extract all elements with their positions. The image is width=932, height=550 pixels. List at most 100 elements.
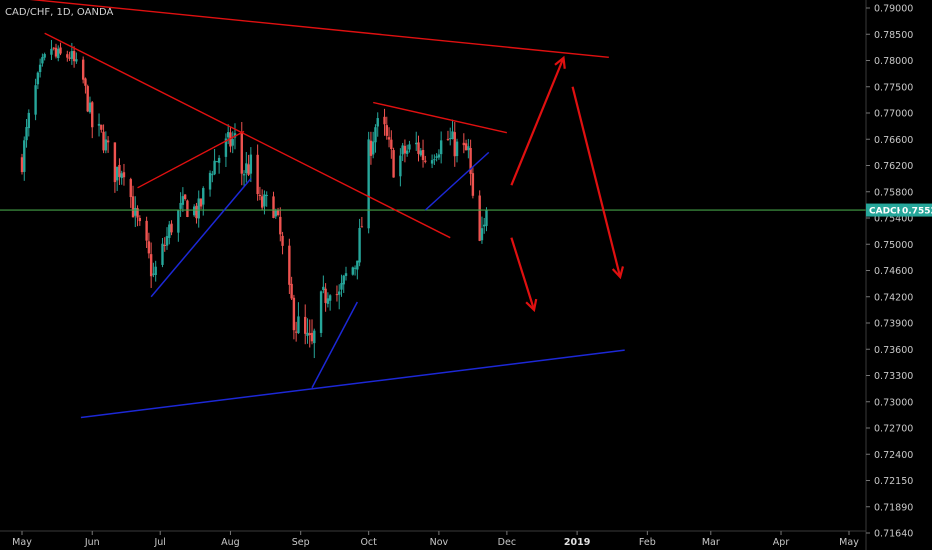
candle-body xyxy=(224,138,228,157)
candle-body xyxy=(104,139,108,151)
candle-body xyxy=(43,54,46,58)
price-tick-label: 0.73300 xyxy=(874,371,913,382)
time-tick-label: 2019 xyxy=(564,537,590,548)
candle-body xyxy=(464,143,468,151)
time-tick-label: Apr xyxy=(773,537,790,548)
candle-body xyxy=(54,47,58,57)
candle-body xyxy=(356,260,359,270)
price-tick-label: 0.72150 xyxy=(874,476,913,487)
candle-body xyxy=(256,154,259,195)
forecast-arrow[interactable] xyxy=(510,57,565,186)
candle-body xyxy=(165,236,169,246)
blue-trendline[interactable] xyxy=(424,151,490,211)
candle-body xyxy=(118,164,121,177)
candle-body xyxy=(265,194,268,196)
candle-body xyxy=(435,156,438,158)
forecast-arrowhead xyxy=(554,55,566,69)
candle-body xyxy=(324,288,327,303)
candle-body xyxy=(403,145,407,154)
candle-body xyxy=(106,140,110,143)
candle-body xyxy=(353,267,357,269)
candle-body xyxy=(322,286,325,290)
candle-body xyxy=(439,140,443,155)
blue-trendline[interactable] xyxy=(311,301,358,389)
candle-body xyxy=(231,139,234,146)
candle-body xyxy=(41,57,44,64)
candle-body xyxy=(449,138,452,140)
time-tick-label: Dec xyxy=(498,537,516,548)
candle-body xyxy=(181,196,185,205)
price-axis[interactable]: 0.79000 0.78500 0.78000 0.77500 0.77000 0.766… xyxy=(866,4,913,540)
candle-body xyxy=(469,148,472,174)
candle-body xyxy=(292,297,296,331)
candle-body xyxy=(319,291,323,333)
time-tick-label: Mar xyxy=(702,537,720,548)
candle-body xyxy=(199,198,203,207)
candle-body xyxy=(483,224,486,227)
price-tick-label: 0.78000 xyxy=(874,56,913,67)
candle-body xyxy=(197,198,200,219)
candles-layer xyxy=(20,40,488,359)
candle-body xyxy=(134,207,137,216)
candle-body xyxy=(229,132,232,147)
candle-body xyxy=(390,139,393,150)
candle-body xyxy=(202,188,205,205)
candle-body xyxy=(297,316,300,334)
candle-body xyxy=(179,202,182,209)
red-trendline[interactable] xyxy=(44,32,451,239)
candle-body xyxy=(217,157,221,163)
candle-body xyxy=(385,125,388,136)
forecast-arrow[interactable] xyxy=(510,237,536,311)
candle-body xyxy=(38,64,42,73)
red-trendline[interactable] xyxy=(373,101,508,134)
candle-body xyxy=(419,150,422,156)
candle-body xyxy=(433,159,436,161)
forecast-arrow[interactable] xyxy=(571,86,622,278)
candle-body xyxy=(263,194,266,207)
blue-trendline[interactable] xyxy=(80,349,625,419)
candle-body xyxy=(75,59,78,62)
price-tick-label: 0.73000 xyxy=(874,397,913,408)
candle-body xyxy=(34,85,37,115)
candle-body xyxy=(430,160,434,164)
candle-body xyxy=(70,51,74,59)
candle-body xyxy=(376,118,379,127)
red-trendline[interactable] xyxy=(137,130,245,189)
price-tag-symbol-bg xyxy=(866,203,904,217)
candle-body xyxy=(154,266,157,276)
candle-body xyxy=(247,164,250,175)
price-tick-label: 0.79000 xyxy=(874,4,913,15)
candle-body xyxy=(392,150,395,178)
candle-body xyxy=(310,332,314,342)
blue-trendline[interactable] xyxy=(150,178,252,298)
forecast-arrowhead xyxy=(525,298,538,313)
candle-body xyxy=(86,86,89,112)
candle-body xyxy=(186,200,189,217)
time-tick-label: Feb xyxy=(639,537,656,548)
symbol-title: CAD/CHF, 1D, OANDA xyxy=(5,7,113,18)
candle-body xyxy=(471,173,475,196)
price-tick-label: 0.76200 xyxy=(874,161,913,172)
time-tick-label: May xyxy=(839,537,859,548)
candle-body xyxy=(215,161,219,163)
red-trendline[interactable] xyxy=(22,0,609,59)
candle-body xyxy=(91,102,94,128)
candle-body xyxy=(168,224,171,238)
price-tag-symbol: CADCHF xyxy=(869,206,910,216)
candle-body xyxy=(66,54,69,58)
time-axis[interactable]: May Jun Jul Aug Sep Oct Nov Dec 2019 Feb Mar Apr May xyxy=(12,531,859,548)
candle-body xyxy=(177,210,180,233)
candle-body xyxy=(163,245,166,247)
candle-body xyxy=(455,141,459,157)
candle-body xyxy=(138,218,142,222)
candle-body xyxy=(59,47,62,54)
candle-body xyxy=(27,112,30,129)
candle-body xyxy=(279,216,282,235)
candle-body xyxy=(369,140,373,156)
candle-body xyxy=(344,273,348,276)
candle-body xyxy=(374,127,377,143)
candle-body xyxy=(401,145,404,155)
candle-body xyxy=(281,235,284,246)
